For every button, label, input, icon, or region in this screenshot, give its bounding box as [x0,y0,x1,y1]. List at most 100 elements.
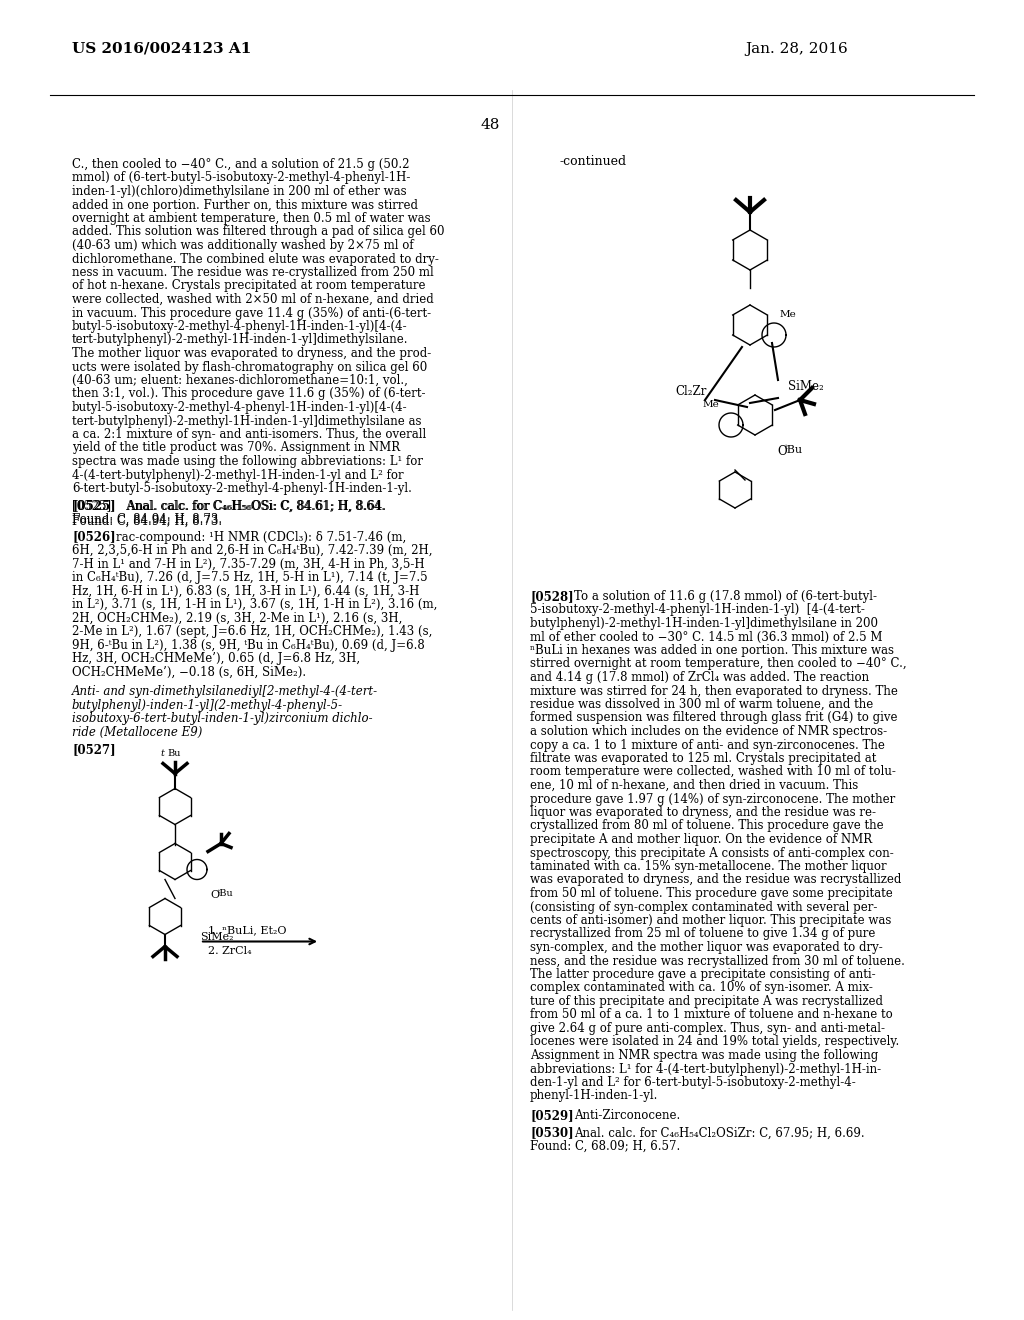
Text: phenyl-1H-inden-1-yl.: phenyl-1H-inden-1-yl. [530,1089,658,1102]
Text: 6-tert-butyl-5-isobutoxy-2-methyl-4-phenyl-1H-inden-1-yl.: 6-tert-butyl-5-isobutoxy-2-methyl-4-phen… [72,482,412,495]
Text: a ca. 2:1 mixture of syn- and anti-isomers. Thus, the overall: a ca. 2:1 mixture of syn- and anti-isome… [72,428,426,441]
Text: syn-complex, and the mother liquor was evaporated to dry-: syn-complex, and the mother liquor was e… [530,941,883,954]
Text: locenes were isolated in 24 and 19% total yields, respectively.: locenes were isolated in 24 and 19% tota… [530,1035,899,1048]
Text: then 3:1, vol.). This procedure gave 11.6 g (35%) of (6-tert-: then 3:1, vol.). This procedure gave 11.… [72,388,426,400]
Text: ene, 10 ml of n-hexane, and then dried in vacuum. This: ene, 10 ml of n-hexane, and then dried i… [530,779,858,792]
Text: Found: C, 68.09; H, 6.57.: Found: C, 68.09; H, 6.57. [530,1140,680,1152]
Text: abbreviations: L¹ for 4-(4-tert-butylphenyl)-2-methyl-1H-in-: abbreviations: L¹ for 4-(4-tert-butylphe… [530,1063,881,1076]
Text: procedure gave 1.97 g (14%) of syn-zirconocene. The mother: procedure gave 1.97 g (14%) of syn-zirco… [530,792,895,805]
Text: 2-Me in L²), 1.67 (sept, J=6.6 Hz, 1H, OCH₂CHMe₂), 1.43 (s,: 2-Me in L²), 1.67 (sept, J=6.6 Hz, 1H, O… [72,624,432,638]
Text: isobutoxy-6-tert-butyl-inden-1-yl)zirconium dichlo-: isobutoxy-6-tert-butyl-inden-1-yl)zircon… [72,711,373,725]
Text: ml of ether cooled to −30° C. 14.5 ml (36.3 mmol) of 2.5 M: ml of ether cooled to −30° C. 14.5 ml (3… [530,631,883,644]
Text: [0525]    Anal. calc. for C₄₆H₅₆OSi: C, 84.61; H, 8.64.
Found: C, 84.94; H, 8.73: [0525] Anal. calc. for C₄₆H₅₆OSi: C, 84.… [72,499,385,528]
Text: from 50 ml of a ca. 1 to 1 mixture of toluene and n-hexane to: from 50 ml of a ca. 1 to 1 mixture of to… [530,1008,893,1022]
Text: butylphenyl)-2-methyl-1H-inden-1-yl]dimethylsilane in 200: butylphenyl)-2-methyl-1H-inden-1-yl]dime… [530,616,878,630]
Text: butyl-5-isobutoxy-2-methyl-4-phenyl-1H-inden-1-yl)[4-(4-: butyl-5-isobutoxy-2-methyl-4-phenyl-1H-i… [72,319,408,333]
Text: OCH₂CHMeMe’), −0.18 (s, 6H, SiMe₂).: OCH₂CHMeMe’), −0.18 (s, 6H, SiMe₂). [72,665,306,678]
Text: was evaporated to dryness, and the residue was recrystallized: was evaporated to dryness, and the resid… [530,874,901,887]
Text: Found: C, 84.94; H, 8.73.: Found: C, 84.94; H, 8.73. [72,513,222,525]
Text: [0529]: [0529] [530,1109,573,1122]
Text: O: O [777,445,786,458]
Text: copy a ca. 1 to 1 mixture of anti- and syn-zirconocenes. The: copy a ca. 1 to 1 mixture of anti- and s… [530,738,885,751]
Text: 1. ⁿBuLi, Et₂O: 1. ⁿBuLi, Et₂O [208,925,287,936]
Text: 9H, 6-ᵗBu in L²), 1.38 (s, 9H, ᵗBu in C₆H₄ᵗBu), 0.69 (d, J=6.8: 9H, 6-ᵗBu in L²), 1.38 (s, 9H, ᵗBu in C₆… [72,639,425,652]
Text: Anti-Zirconocene.: Anti-Zirconocene. [574,1109,680,1122]
Text: 4-(4-tert-butylphenyl)-2-methyl-1H-inden-1-yl and L² for: 4-(4-tert-butylphenyl)-2-methyl-1H-inden… [72,469,403,482]
Text: stirred overnight at room temperature, then cooled to −40° C.,: stirred overnight at room temperature, t… [530,657,906,671]
Text: spectroscopy, this precipitate A consists of anti-complex con-: spectroscopy, this precipitate A consist… [530,846,894,859]
Text: ture of this precipitate and precipitate A was recrystallized: ture of this precipitate and precipitate… [530,995,883,1008]
Text: [0525]: [0525] [72,499,116,512]
Text: (consisting of syn-complex contaminated with several per-: (consisting of syn-complex contaminated … [530,900,878,913]
Text: rac-compound: ¹H NMR (CDCl₃): δ 7.51-7.46 (m,: rac-compound: ¹H NMR (CDCl₃): δ 7.51-7.4… [116,531,407,544]
Text: filtrate was evaporated to 125 ml. Crystals precipitated at: filtrate was evaporated to 125 ml. Cryst… [530,752,877,766]
Text: (40-63 um; eluent: hexanes-dichloromethane=10:1, vol.,: (40-63 um; eluent: hexanes-dichlorometha… [72,374,408,387]
Text: Me: Me [703,400,720,409]
Text: ride (Metallocene E9): ride (Metallocene E9) [72,726,203,738]
Text: 5-isobutoxy-2-methyl-4-phenyl-1H-inden-1-yl)  [4-(4-tert-: 5-isobutoxy-2-methyl-4-phenyl-1H-inden-1… [530,603,865,616]
Text: spectra was made using the following abbreviations: L¹ for: spectra was made using the following abb… [72,455,423,469]
Text: in vacuum. This procedure gave 11.4 g (35%) of anti-(6-tert-: in vacuum. This procedure gave 11.4 g (3… [72,306,431,319]
Text: Anal. calc. for C₄₆H₅₄Cl₂OSiZr: C, 67.95; H, 6.69.: Anal. calc. for C₄₆H₅₄Cl₂OSiZr: C, 67.95… [574,1126,864,1139]
Text: added in one portion. Further on, this mixture was stirred: added in one portion. Further on, this m… [72,198,418,211]
Text: [0530]: [0530] [530,1126,573,1139]
Text: US 2016/0024123 A1: US 2016/0024123 A1 [72,42,251,55]
Text: 2H, OCH₂CHMe₂), 2.19 (s, 3H, 2-Me in L¹), 2.16 (s, 3H,: 2H, OCH₂CHMe₂), 2.19 (s, 3H, 2-Me in L¹)… [72,611,402,624]
Text: [0528]: [0528] [530,590,573,603]
Text: give 2.64 g of pure anti-complex. Thus, syn- and anti-metal-: give 2.64 g of pure anti-complex. Thus, … [530,1022,885,1035]
Text: in C₆H₄ᵗBu), 7.26 (d, J=7.5 Hz, 1H, 5-H in L¹), 7.14 (t, J=7.5: in C₆H₄ᵗBu), 7.26 (d, J=7.5 Hz, 1H, 5-H … [72,572,428,583]
Text: ᵗBu: ᵗBu [785,445,803,455]
Text: The mother liquor was evaporated to dryness, and the prod-: The mother liquor was evaporated to dryn… [72,347,431,360]
Text: were collected, washed with 2×50 ml of n-hexane, and dried: were collected, washed with 2×50 ml of n… [72,293,434,306]
Text: tert-butylphenyl)-2-methyl-1H-inden-1-yl]dimethylsilane as: tert-butylphenyl)-2-methyl-1H-inden-1-yl… [72,414,422,428]
Text: yield of the title product was 70%. Assignment in NMR: yield of the title product was 70%. Assi… [72,441,400,454]
Text: t: t [160,748,164,758]
Text: complex contaminated with ca. 10% of syn-isomer. A mix-: complex contaminated with ca. 10% of syn… [530,982,872,994]
Text: 2. ZrCl₄: 2. ZrCl₄ [208,946,252,957]
Text: Jan. 28, 2016: Jan. 28, 2016 [745,42,848,55]
Text: Hz, 1H, 6-H in L¹), 6.83 (s, 1H, 3-H in L¹), 6.44 (s, 1H, 3-H: Hz, 1H, 6-H in L¹), 6.83 (s, 1H, 3-H in … [72,585,420,598]
Text: 6H, 2,3,5,6-H in Ph and 2,6-H in C₆H₄ᵗBu), 7.42-7.39 (m, 2H,: 6H, 2,3,5,6-H in Ph and 2,6-H in C₆H₄ᵗBu… [72,544,432,557]
Text: To a solution of 11.6 g (17.8 mmol) of (6-tert-butyl-: To a solution of 11.6 g (17.8 mmol) of (… [574,590,877,603]
Text: [0527]: [0527] [72,743,116,756]
Text: inden-1-yl)(chloro)dimethylsilane in 200 ml of ether was: inden-1-yl)(chloro)dimethylsilane in 200… [72,185,407,198]
Text: Assignment in NMR spectra was made using the following: Assignment in NMR spectra was made using… [530,1049,879,1063]
Text: from 50 ml of toluene. This procedure gave some precipitate: from 50 ml of toluene. This procedure ga… [530,887,893,900]
Text: room temperature were collected, washed with 10 ml of tolu-: room temperature were collected, washed … [530,766,896,779]
Text: den-1-yl and L² for 6-tert-butyl-5-isobutoxy-2-methyl-4-: den-1-yl and L² for 6-tert-butyl-5-isobu… [530,1076,856,1089]
Text: of hot n-hexane. Crystals precipitated at room temperature: of hot n-hexane. Crystals precipitated a… [72,280,426,293]
Text: recrystallized from 25 ml of toluene to give 1.34 g of pure: recrystallized from 25 ml of toluene to … [530,928,876,940]
Text: Anal. calc. for C₄₆H₅₆OSi: C, 84.61; H, 8.64.: Anal. calc. for C₄₆H₅₆OSi: C, 84.61; H, … [116,499,386,512]
Text: liquor was evaporated to dryness, and the residue was re-: liquor was evaporated to dryness, and th… [530,807,876,818]
Text: tert-butylphenyl)-2-methyl-1H-inden-1-yl]dimethylsilane.: tert-butylphenyl)-2-methyl-1H-inden-1-yl… [72,334,409,346]
Text: Bu: Bu [167,748,180,758]
Text: (40-63 um) which was additionally washed by 2×75 ml of: (40-63 um) which was additionally washed… [72,239,414,252]
Text: mmol) of (6-tert-butyl-5-isobutoxy-2-methyl-4-phenyl-1H-: mmol) of (6-tert-butyl-5-isobutoxy-2-met… [72,172,411,185]
Text: and 4.14 g (17.8 mmol) of ZrCl₄ was added. The reaction: and 4.14 g (17.8 mmol) of ZrCl₄ was adde… [530,671,869,684]
Text: 48: 48 [480,117,500,132]
Text: butylphenyl)-inden-1-yl](2-methyl-4-phenyl-5-: butylphenyl)-inden-1-yl](2-methyl-4-phen… [72,698,343,711]
Text: crystallized from 80 ml of toluene. This procedure gave the: crystallized from 80 ml of toluene. This… [530,820,884,833]
Text: -continued: -continued [560,154,627,168]
Text: 7-H in L¹ and 7-H in L²), 7.35-7.29 (m, 3H, 4-H in Ph, 3,5-H: 7-H in L¹ and 7-H in L²), 7.35-7.29 (m, … [72,557,425,570]
Text: ᵗBu: ᵗBu [218,890,233,899]
Text: a solution which includes on the evidence of NMR spectros-: a solution which includes on the evidenc… [530,725,887,738]
Text: SiMe₂: SiMe₂ [200,932,233,941]
Text: Cl₂Zr: Cl₂Zr [675,385,707,399]
Text: Anti- and syn-dimethylsilanediyl[2-methyl-4-(4-tert-: Anti- and syn-dimethylsilanediyl[2-methy… [72,685,378,698]
Text: ness in vacuum. The residue was re-crystallized from 250 ml: ness in vacuum. The residue was re-cryst… [72,267,434,279]
Text: taminated with ca. 15% syn-metallocene. The mother liquor: taminated with ca. 15% syn-metallocene. … [530,861,887,873]
Text: ucts were isolated by flash-chromatography on silica gel 60: ucts were isolated by flash-chromatograp… [72,360,427,374]
Text: added. This solution was filtered through a pad of silica gel 60: added. This solution was filtered throug… [72,226,444,239]
Text: ness, and the residue was recrystallized from 30 ml of toluene.: ness, and the residue was recrystallized… [530,954,905,968]
Text: precipitate A and mother liquor. On the evidence of NMR: precipitate A and mother liquor. On the … [530,833,872,846]
Text: overnight at ambient temperature, then 0.5 ml of water was: overnight at ambient temperature, then 0… [72,213,431,224]
Text: The latter procedure gave a precipitate consisting of anti-: The latter procedure gave a precipitate … [530,968,876,981]
Text: Me: Me [780,310,797,319]
Text: residue was dissolved in 300 ml of warm toluene, and the: residue was dissolved in 300 ml of warm … [530,698,873,711]
Text: ⁿBuLi in hexanes was added in one portion. This mixture was: ⁿBuLi in hexanes was added in one portio… [530,644,894,657]
Text: in L²), 3.71 (s, 1H, 1-H in L¹), 3.67 (s, 1H, 1-H in L²), 3.16 (m,: in L²), 3.71 (s, 1H, 1-H in L¹), 3.67 (s… [72,598,437,611]
Text: dichloromethane. The combined elute was evaporated to dry-: dichloromethane. The combined elute was … [72,252,439,265]
Text: mixture was stirred for 24 h, then evaporated to dryness. The: mixture was stirred for 24 h, then evapo… [530,685,898,697]
Text: Hz, 3H, OCH₂CHMeMe’), 0.65 (d, J=6.8 Hz, 3H,: Hz, 3H, OCH₂CHMeMe’), 0.65 (d, J=6.8 Hz,… [72,652,360,665]
